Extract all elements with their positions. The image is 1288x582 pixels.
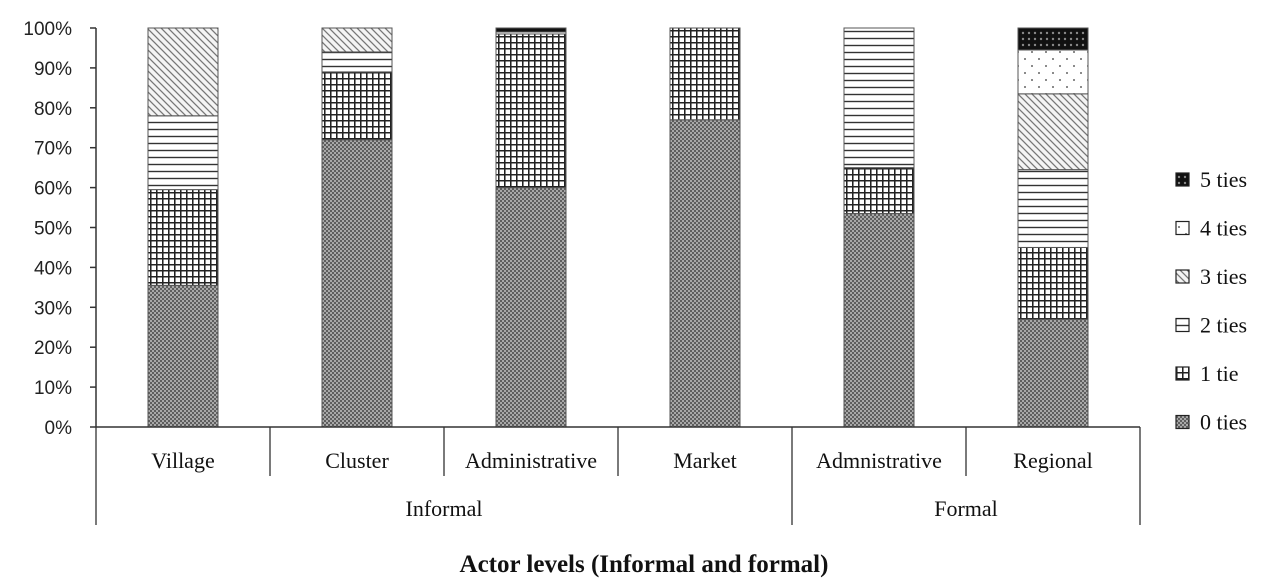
legend: 5 ties 4 ties 3 ties 2 ties 1 tie 0 ties [1175,167,1247,435]
bar-segment-2-1 [321,139,393,428]
legend-label: 4 ties [1200,216,1247,241]
x-category-label: Market [673,448,737,473]
bar-segment-4-1 [669,119,741,428]
bar-segment-1-3 [147,115,219,191]
bar-segment-2-3 [321,51,393,73]
x-group-label: Informal [406,496,483,521]
y-tick-label: 90% [34,59,72,80]
bar-segment-6-2 [1017,246,1089,320]
y-axis: 0% 10% 20% 30% 40% 50% 60% 70% 80% 90% 100% [23,19,97,439]
legend-label: 0 ties [1200,410,1247,435]
bar-segment-1-2 [147,189,219,286]
x-category-label: Regional [1013,448,1092,473]
y-tick-label: 70% [34,139,72,160]
x-category-label: Administrative [465,448,597,473]
legend-label: 3 ties [1200,264,1247,289]
bar-segment-6-4 [1017,93,1089,171]
legend-label: 1 tie [1200,361,1239,386]
bar-segment-6-6 [1017,27,1089,51]
bar-segment-6-1 [1017,318,1089,428]
bar-segment-3-2 [495,33,567,189]
legend-swatch [1175,269,1190,284]
bar-segment-2-2 [321,71,393,141]
legend-swatch [1175,366,1190,381]
bar-segment-1-4 [147,27,219,117]
y-tick-label: 0% [45,418,73,439]
y-tick-label: 10% [34,378,72,399]
legend-swatch [1175,220,1190,236]
legend-swatch [1175,414,1190,430]
y-tick-label: 30% [34,298,72,319]
x-group-label: Formal [934,496,998,521]
legend-label: 5 ties [1200,167,1247,192]
bar-segment-3-6 [495,27,567,33]
y-tick-label: 20% [34,338,72,359]
legend-swatch [1175,317,1190,333]
bar-segment-4-2 [669,27,741,121]
y-tick-label: 60% [34,179,72,200]
y-tick-label: 80% [34,99,72,120]
x-category-label: Village [151,448,214,473]
x-axis-title: Actor levels (Informal and formal) [460,551,829,578]
bars [147,27,1089,428]
bar-segment-2-4 [321,27,393,53]
bar-segment-3-1 [495,187,567,428]
y-tick-label: 40% [34,258,72,279]
x-axis: Village Cluster Administrative Market Admnis… [95,426,1141,525]
legend-swatch [1175,172,1190,187]
y-tick-label: 50% [34,219,72,240]
legend-label: 2 ties [1200,313,1247,338]
x-category-label: Cluster [325,448,389,473]
bar-segment-6-3 [1017,169,1089,248]
y-tick-label: 100% [23,19,72,40]
x-category-label: Admnistrative [816,448,942,473]
bar-segment-5-3 [843,27,915,169]
bar-segment-6-5 [1017,49,1089,95]
bar-segment-5-1 [843,213,915,428]
bar-segment-5-2 [843,167,915,215]
bar-segment-1-1 [147,284,219,428]
